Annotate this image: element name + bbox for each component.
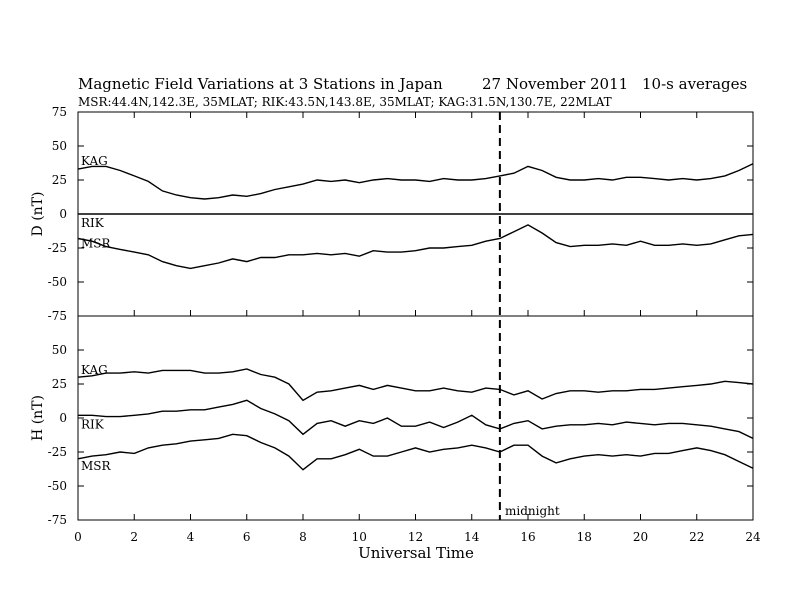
panel-d-label-kag: KAG (81, 154, 108, 168)
x-tick-label: 6 (243, 530, 251, 544)
x-tick-label: 14 (464, 530, 480, 544)
panel-h-ytick-label: -50 (48, 479, 67, 493)
panel-h-ytick-label: -25 (48, 445, 67, 459)
panel-d-ytick-label: 50 (52, 139, 67, 153)
panel-h-label-kag: KAG (81, 363, 108, 377)
x-tick-label: 10 (352, 530, 367, 544)
x-tick-label: 4 (187, 530, 195, 544)
x-axis-label: Universal Time (358, 544, 474, 562)
panel-h-ytick-label: -75 (48, 513, 67, 527)
panel-h-label-msr: MSR (81, 459, 112, 473)
panel-d-series-msr (77, 224, 754, 270)
panel-d-ytick-label: 75 (52, 105, 67, 119)
x-tick-label: 8 (299, 530, 307, 544)
x-tick-label: 18 (577, 530, 592, 544)
panel-h-ylabel: H (nT) (30, 395, 46, 441)
panel-d-ytick-label: -50 (48, 275, 67, 289)
x-tick-label: 0 (74, 530, 82, 544)
x-tick-label: 24 (745, 530, 761, 544)
chart-averaging: 10-s averages (642, 75, 747, 93)
panel-h-frame (77, 315, 754, 521)
panel-d-ytick-label: -25 (48, 241, 67, 255)
chart-title: Magnetic Field Variations at 3 Stations … (78, 75, 443, 93)
panel-h-label-rik: RIK (81, 417, 105, 431)
panel-d-ytick-label: -75 (48, 309, 67, 323)
x-tick-label: 16 (520, 530, 535, 544)
x-tick-label: 22 (689, 530, 704, 544)
panel-d-ytick-label: 25 (52, 173, 67, 187)
panel-h-ytick-label: 0 (59, 411, 67, 425)
panel-d-label-msr: MSR (81, 236, 112, 250)
panel-h-ytick-label: 25 (52, 377, 67, 391)
panel-h-ytick-label: 50 (52, 343, 67, 357)
x-axis: 0 2 4 6 8 10 12 14 16 18 20 22 24 (74, 112, 761, 544)
panel-d-ytick-label: 0 (59, 207, 67, 221)
x-tick-label: 20 (633, 530, 648, 544)
chart-date: 27 November 2011 (482, 75, 628, 93)
panel-horizontal: -75 -50 -25 0 25 50 H (nT) KAG RIK MSR (30, 315, 754, 527)
panel-declination: -75 -50 -25 0 25 50 75 D (nT) KAG RIK MSR (30, 105, 754, 323)
x-tick-label: 2 (130, 530, 138, 544)
panel-d-ylabel: D (nT) (30, 192, 46, 237)
panel-h-series-rik (78, 399, 754, 440)
x-tick-label: 12 (408, 530, 423, 544)
panel-d-label-rik: RIK (81, 216, 105, 230)
panel-h-series-kag (77, 368, 754, 402)
chart-subtitle: MSR:44.4N,142.3E, 35MLAT; RIK:43.5N,143.… (78, 95, 612, 109)
panel-d-series-kag (77, 163, 754, 200)
panel-h-series-msr (77, 433, 754, 471)
midnight-label: midnight (505, 504, 560, 518)
